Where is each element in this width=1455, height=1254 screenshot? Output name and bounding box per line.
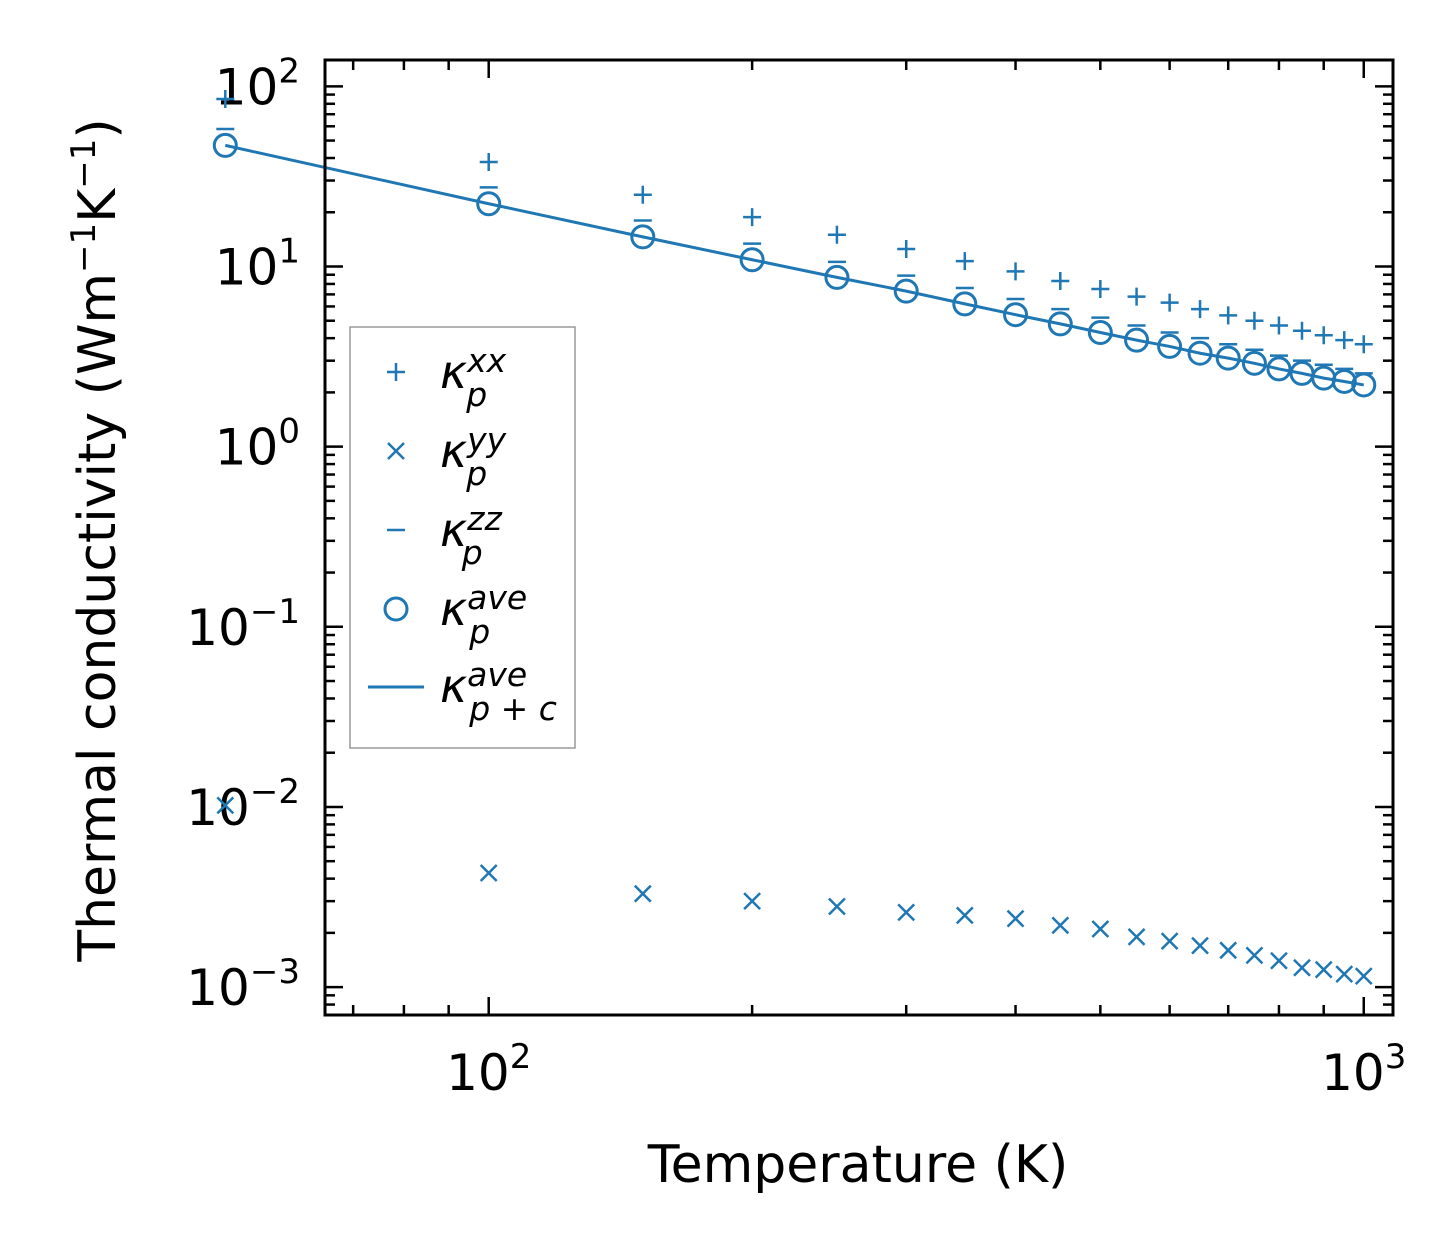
data-point-kappa_p_yy bbox=[479, 864, 498, 882]
data-point-kappa_p_yy bbox=[1219, 941, 1238, 960]
data-point-kappa_p_xx bbox=[1245, 311, 1264, 330]
data-point-kappa_p_ave bbox=[630, 224, 656, 250]
legend-marker-kappa_p_ave bbox=[383, 596, 409, 622]
data-point-kappa_p_xx bbox=[1269, 316, 1288, 335]
data-point-kappa_p_yy bbox=[1006, 909, 1025, 928]
data-point-kappa_p_xx bbox=[827, 225, 846, 244]
data-layer bbox=[212, 90, 1377, 986]
data-point-kappa_p_yy bbox=[1293, 958, 1311, 977]
legend-label-kappa-xx: κxx p bbox=[440, 341, 507, 414]
y-tick-label: 101 bbox=[215, 231, 300, 296]
data-point-kappa_p_yy bbox=[1314, 960, 1333, 979]
ticks-layer bbox=[325, 60, 1393, 1017]
data-point-kappa_p_yy bbox=[955, 906, 974, 925]
legend-label-kappa-zz: κzz p bbox=[440, 499, 502, 572]
data-point-kappa_p_ave bbox=[1124, 327, 1150, 353]
legend-markers bbox=[368, 363, 424, 689]
data-point-kappa_p_ave bbox=[476, 191, 502, 217]
data-point-kappa_p_ave bbox=[1187, 340, 1213, 366]
data-point-kappa_p_ave bbox=[1215, 345, 1241, 371]
series-kappa_pc_ave bbox=[224, 143, 1365, 387]
data-point-kappa_p_ave bbox=[1241, 350, 1267, 376]
data-point-kappa_p_xx bbox=[479, 153, 498, 172]
plot-frame bbox=[323, 58, 1395, 1017]
legend-label-kappa-yy: κyy p bbox=[440, 420, 507, 493]
legend-marker-kappa_p_xx bbox=[387, 363, 405, 381]
data-point-kappa_p_ave bbox=[1266, 356, 1292, 382]
data-point-kappa_p_xx bbox=[1051, 272, 1070, 291]
y-tick-label: 10−1 bbox=[186, 592, 300, 657]
data-point-kappa_p_ave bbox=[1087, 320, 1113, 346]
data-point-kappa_p_xx bbox=[1314, 326, 1333, 345]
data-point-kappa_p_xx bbox=[743, 208, 762, 227]
data-point-kappa_p_xx bbox=[1219, 306, 1238, 325]
data-point-kappa_p_ave bbox=[824, 264, 850, 290]
series-kappa_p_xx bbox=[216, 90, 1373, 354]
y-tick-label: 10−3 bbox=[186, 952, 300, 1017]
data-point-kappa_p_yy bbox=[828, 897, 846, 916]
data-point-kappa_p_ave bbox=[1047, 311, 1073, 337]
data-point-kappa_p_yy bbox=[1354, 967, 1373, 986]
legend-box bbox=[349, 326, 576, 749]
data-point-kappa_p_yy bbox=[1051, 916, 1070, 935]
data-point-kappa_p_yy bbox=[633, 884, 652, 903]
data-point-kappa_p_yy bbox=[743, 892, 762, 911]
data-point-kappa_p_ave bbox=[1003, 302, 1029, 328]
data-point-kappa_p_yy bbox=[897, 903, 916, 922]
series-kappa_p_zz bbox=[216, 127, 1373, 375]
x-axis-label: Temperature (K) bbox=[647, 1135, 1069, 1195]
data-point-kappa_p_yy bbox=[1160, 932, 1179, 950]
data-point-kappa_p_yy bbox=[1245, 946, 1264, 965]
y-tick-label: 100 bbox=[215, 412, 300, 477]
data-point-kappa_p_yy bbox=[1270, 951, 1288, 970]
data-point-kappa_p_ave bbox=[952, 291, 978, 317]
data-point-kappa_p_xx bbox=[1191, 300, 1210, 319]
series-kappa_p_ave bbox=[212, 132, 1377, 398]
data-point-kappa_p_ave bbox=[1351, 372, 1377, 398]
data-point-kappa_p_xx bbox=[1160, 293, 1179, 312]
data-point-kappa_p_yy bbox=[1091, 920, 1110, 938]
data-point-kappa_p_yy bbox=[216, 796, 235, 815]
data-point-kappa_p_xx bbox=[1354, 335, 1373, 354]
data-point-kappa_p_xx bbox=[1127, 287, 1146, 306]
legend-label-kappa-ave: κave p bbox=[440, 578, 527, 651]
data-point-kappa_p_ave bbox=[1331, 368, 1357, 394]
data-point-kappa_p_yy bbox=[1335, 965, 1354, 984]
x-tick-label: 102 bbox=[446, 1037, 531, 1102]
data-point-kappa_p_yy bbox=[1127, 927, 1146, 946]
data-point-kappa_p_xx bbox=[1006, 262, 1025, 281]
data-point-kappa_p_ave bbox=[1157, 333, 1183, 359]
data-point-kappa_p_xx bbox=[1292, 321, 1311, 340]
data-point-kappa_p_xx bbox=[633, 185, 652, 204]
legend: κxx p κyy p κzz p κave p κave p + c bbox=[349, 326, 576, 749]
legend-marker-kappa_p_yy bbox=[387, 442, 405, 460]
series-line-kappa_pc_ave bbox=[224, 143, 1365, 387]
data-point-kappa_p_ave bbox=[893, 278, 919, 304]
data-point-kappa_p_xx bbox=[955, 252, 974, 271]
series-kappa_p_yy bbox=[216, 796, 1373, 986]
y-tick-label: 10−2 bbox=[186, 772, 300, 837]
legend-label-kappa-pc-ave: κave p + c bbox=[440, 655, 557, 728]
data-point-kappa_p_xx bbox=[897, 240, 916, 259]
data-point-kappa_p_xx bbox=[1091, 279, 1110, 298]
data-point-kappa_p_xx bbox=[1335, 331, 1354, 350]
data-point-kappa_p_ave bbox=[739, 247, 765, 273]
data-point-kappa_p_xx bbox=[216, 90, 235, 109]
y-axis-label: Thermal conductivity (Wm−1K−1) bbox=[64, 118, 128, 962]
x-tick-label: 103 bbox=[1321, 1037, 1406, 1102]
data-point-kappa_p_ave bbox=[212, 132, 238, 158]
data-point-kappa_p_yy bbox=[1191, 936, 1209, 955]
